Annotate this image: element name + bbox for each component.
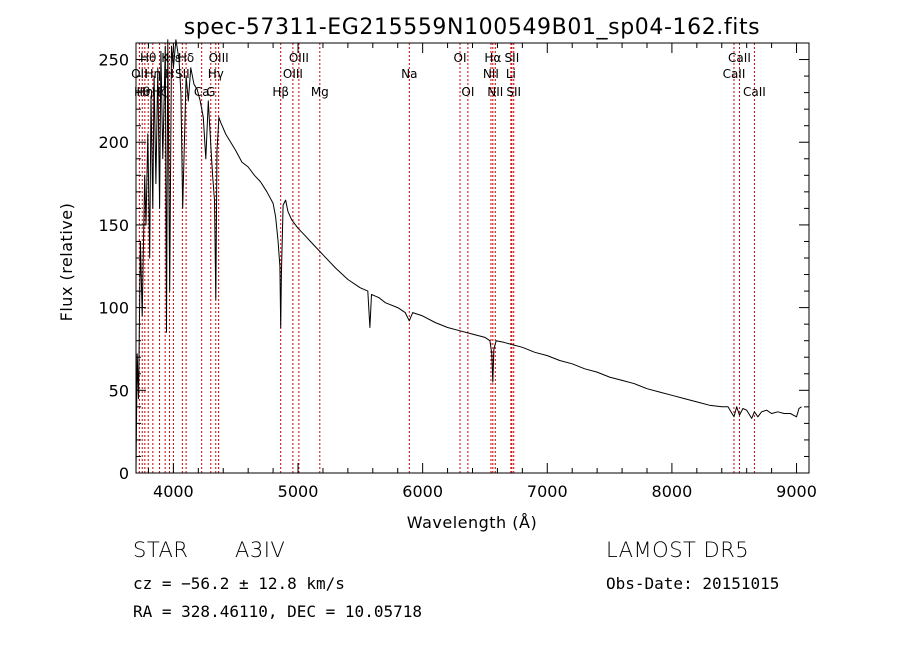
chart-title: spec-57311-EG215559N100549B01_sp04-162.f… [184, 15, 760, 40]
line-marker-label: Li [506, 67, 516, 81]
line-marker-label: Hδ [178, 51, 194, 65]
y-tick-label: 200 [98, 133, 129, 152]
line-marker-label: CaII [723, 67, 746, 81]
line-marker-label: NII [483, 67, 499, 81]
line-marker-label: Na [401, 67, 417, 81]
line-marker-label: NII [487, 85, 503, 99]
line-marker-label: Hθ [140, 51, 156, 65]
line-marker-label: Hζ [152, 85, 168, 99]
spectral-line-labels: OIIHθHηHθHηHζKHHεSIIHδCaGHγOIIIHβOIIIOII… [131, 51, 766, 99]
line-marker-label: Ca [194, 85, 210, 99]
line-marker-label: SII [505, 51, 520, 65]
line-marker-label: OIII [209, 51, 229, 65]
line-marker-label: Hη [137, 85, 154, 99]
line-marker-label: Hη [145, 67, 162, 81]
x-tick-label: 7000 [527, 482, 568, 501]
line-marker-label: OIII [289, 51, 309, 65]
line-marker-label: OI [454, 51, 467, 65]
plot-frame [135, 42, 810, 474]
axes: 4000 5000 6000 7000 8000 9000 0 50 100 150 200 250 [98, 42, 817, 501]
spectrum-series [135, 39, 802, 474]
line-marker-label: Hα [484, 51, 501, 65]
y-tick-label: 0 [119, 464, 129, 483]
y-axis-label: Flux (relative) [57, 203, 76, 322]
line-marker-label: Hε [166, 51, 182, 65]
line-marker-label: CaII [728, 51, 751, 65]
object-class: STAR [133, 538, 189, 562]
line-marker-label: OII [131, 67, 148, 81]
line-marker-label: Mg [311, 85, 329, 99]
spectral-subclass: A3IV [235, 538, 286, 562]
line-marker-label: Hβ [272, 85, 289, 99]
line-marker-label: OIII [283, 67, 303, 81]
x-axis-label: Wavelength (Å) [407, 513, 537, 532]
line-marker-label: G [206, 85, 215, 99]
line-marker-label: SII [506, 85, 521, 99]
line-marker-label: SII [175, 67, 190, 81]
line-marker-label: OI [461, 85, 474, 99]
x-tick-label: 5000 [278, 482, 319, 501]
line-marker-label: Hγ [208, 67, 224, 81]
line-marker-label: Hθ [134, 85, 150, 99]
spectrum-line [135, 39, 802, 474]
survey-name: LAMOST DR5 [606, 538, 750, 562]
x-tick-label: 4000 [153, 482, 194, 501]
y-tick-label: 50 [109, 381, 129, 400]
line-marker-label: CaII [743, 85, 766, 99]
line-marker-label: H [165, 67, 174, 81]
x-tick-label: 8000 [652, 482, 693, 501]
redshift-velocity: cz = −56.2 ± 12.8 km/s [133, 574, 345, 593]
y-tick-label: 150 [98, 216, 129, 235]
y-tick-label: 250 [98, 51, 129, 70]
coordinates: RA = 328.46110, DEC = 10.05718 [133, 602, 422, 621]
x-tick-label: 9000 [776, 482, 817, 501]
spectral-line-markers [138, 43, 755, 473]
x-tick-label: 6000 [402, 482, 443, 501]
y-tick-label: 100 [98, 299, 129, 318]
observation-date: Obs-Date: 20151015 [606, 574, 780, 593]
